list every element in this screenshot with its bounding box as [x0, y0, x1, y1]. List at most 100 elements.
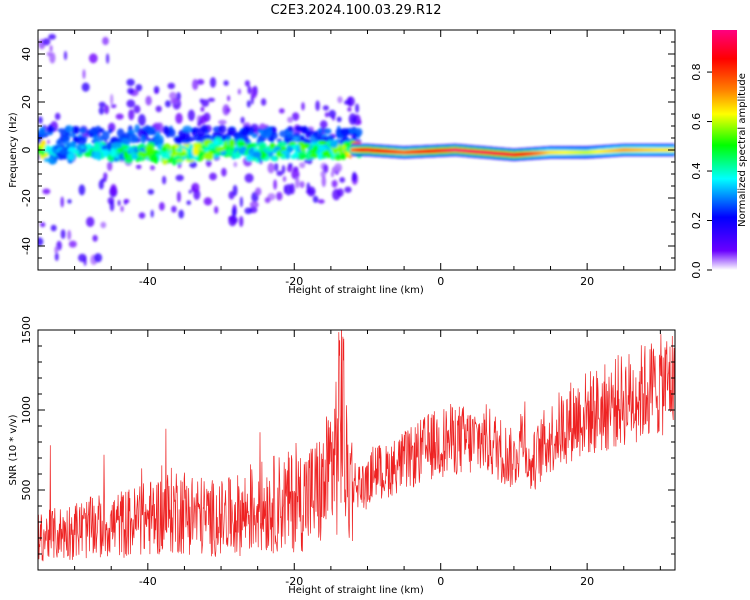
spectral-blob [175, 174, 184, 182]
spectral-blob [43, 157, 51, 162]
spectral-blob [167, 82, 176, 90]
spectral-blob [351, 116, 357, 123]
spectral-blob [285, 184, 292, 196]
spectral-blob [177, 151, 187, 157]
spectral-blob [322, 105, 329, 111]
x-tick-label: 20 [580, 275, 594, 288]
spectral-blob [344, 186, 352, 193]
x-tick-label: 0 [437, 575, 444, 588]
y-tick-label: -40 [20, 237, 33, 255]
spectral-blob [337, 96, 343, 104]
x-tick-label: -40 [139, 575, 157, 588]
spectral-blob [60, 229, 66, 240]
y-tick-label: 1500 [20, 316, 33, 344]
spectral-blob [347, 107, 352, 112]
spectral-blob [287, 126, 294, 132]
spectral-blob [216, 146, 225, 152]
spectral-blob [226, 149, 233, 156]
y-tick-label: 500 [20, 480, 33, 501]
spectral-blob [199, 115, 207, 125]
spectral-blob [232, 184, 238, 197]
spectral-blob [300, 126, 308, 134]
spectral-blob [162, 126, 170, 135]
spectrogram-x-label: Height of straight line (km) [288, 285, 424, 296]
spectral-blob [313, 144, 318, 153]
spectral-blob [67, 152, 76, 161]
spectral-blob [174, 136, 181, 142]
spectral-blob [214, 206, 219, 214]
spectral-blob [246, 100, 251, 108]
spectral-blob [98, 179, 104, 190]
spectral-blob [209, 77, 217, 88]
spectral-blob [88, 53, 98, 64]
spectral-blob [145, 95, 152, 106]
spectral-blob [128, 146, 135, 155]
spectral-blob [334, 163, 343, 173]
spectral-blob [107, 161, 113, 172]
spectral-blob [336, 116, 342, 123]
spectral-blob [68, 240, 77, 248]
spectral-blob [192, 79, 199, 91]
figure-title: C2E3.2024.100.03.29.R12 [270, 3, 441, 18]
spectral-blob [244, 80, 250, 87]
spectrogram-heatmap [38, 33, 675, 266]
spectral-blob [201, 99, 210, 107]
spectral-blob [264, 197, 271, 204]
spectral-blob [67, 199, 72, 204]
spectral-blob [203, 197, 213, 206]
spectral-blob [232, 152, 242, 159]
spectral-blob [153, 156, 159, 165]
spectral-blob [98, 128, 105, 133]
spectral-blob [241, 127, 250, 137]
snr-ticks: -40 -20 0 20 500 1000 1500 [20, 316, 675, 588]
spectral-blob [221, 167, 227, 177]
spectral-blob [127, 129, 135, 134]
spectral-blob [276, 170, 284, 176]
spectral-blob [352, 132, 358, 139]
spectral-blob [188, 189, 192, 194]
spectral-blob [312, 195, 319, 203]
spectral-blob [100, 221, 107, 229]
spectral-blob [128, 133, 138, 144]
spectral-blob [171, 145, 176, 154]
spectral-blob [182, 125, 193, 133]
spectral-blob [319, 120, 328, 129]
snr-series-line [38, 330, 675, 562]
spectral-blob [147, 189, 155, 195]
spectral-blob [38, 129, 44, 136]
spectral-blob [292, 132, 301, 138]
spectral-blob [38, 237, 44, 246]
spectral-blob [128, 109, 135, 121]
spectral-blob [299, 162, 306, 169]
spectral-blob [189, 144, 194, 149]
spectral-blob [42, 188, 51, 195]
spectral-blob [77, 147, 83, 155]
spectral-blob [238, 147, 246, 155]
spectral-blob [301, 102, 305, 111]
spectral-blob [54, 112, 61, 120]
colorbar-label: Normalized spectral amplitude [737, 73, 748, 227]
spectral-blob [339, 128, 350, 137]
spectral-blob [106, 53, 110, 64]
spectral-blob [252, 151, 262, 159]
spectral-blob [81, 82, 90, 92]
spectral-blob [287, 116, 294, 123]
spectral-blob [126, 78, 135, 87]
spectral-blob [108, 128, 113, 134]
spectral-blob [336, 130, 341, 139]
spectral-blob [280, 149, 289, 155]
spectral-blob [171, 205, 177, 213]
spectral-blob [150, 165, 155, 171]
spectral-blob [178, 209, 184, 219]
snr-panel: -40 -20 0 20 500 1000 1500 Height of straight … [8, 316, 676, 596]
spectral-blob [60, 196, 64, 208]
spectral-blob [348, 96, 352, 107]
spectral-blob [247, 85, 252, 95]
spectral-blob [231, 207, 237, 218]
colorbar-gradient [712, 30, 737, 270]
spectral-blob [150, 209, 154, 218]
spectral-blob [103, 172, 108, 181]
spectral-blob [228, 138, 236, 147]
spectral-blob [117, 199, 121, 206]
colorbar-tick-label: 0.6 [690, 113, 703, 130]
